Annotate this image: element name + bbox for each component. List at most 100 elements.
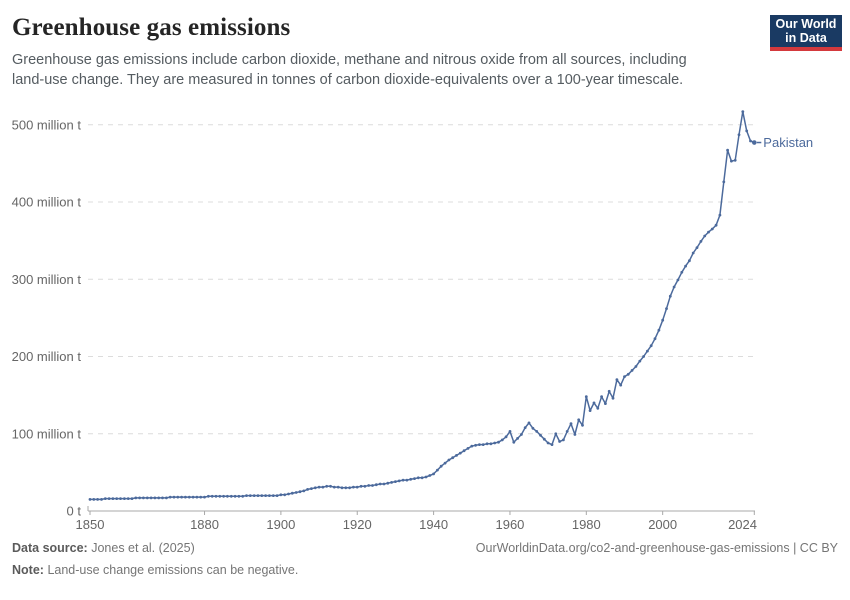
- data-point: [531, 426, 535, 430]
- data-point: [657, 328, 661, 332]
- data-point: [508, 430, 512, 433]
- data-point: [623, 375, 626, 378]
- data-point: [562, 438, 565, 442]
- data-point: [344, 486, 348, 490]
- data-point: [271, 494, 275, 497]
- data-point: [607, 389, 611, 393]
- y-tick-label: 400 million t: [12, 195, 82, 210]
- data-point: [374, 483, 378, 487]
- x-tick-label: 1880: [190, 517, 219, 532]
- chart-canvas[interactable]: 0 t 100 million t 200 million t 300 million…: [0, 100, 850, 540]
- data-point: [390, 481, 393, 484]
- footer-row: Data source: Jones et al. (2025) OurWorl…: [12, 541, 838, 555]
- data-point: [222, 494, 226, 498]
- data-point: [443, 461, 447, 465]
- pakistan-line[interactable]: [89, 110, 756, 501]
- data-point: [187, 495, 191, 499]
- data-point: [619, 383, 623, 387]
- data-point: [481, 443, 485, 446]
- data-point: [474, 443, 477, 447]
- data-point: [584, 395, 588, 399]
- data-point: [726, 148, 729, 152]
- entity-label-pakistan[interactable]: Pakistan: [763, 135, 813, 150]
- data-point: [604, 402, 607, 405]
- footer-note: Note: Land-use change emissions can be n…: [12, 563, 298, 577]
- owid-logo-line2: in Data: [785, 31, 827, 45]
- chart-area[interactable]: 0 t 100 million t 200 million t 300 million…: [0, 100, 850, 540]
- y-tick-label: 300 million t: [12, 272, 82, 287]
- data-point: [611, 396, 615, 400]
- data-point: [153, 496, 157, 500]
- data-point: [428, 474, 432, 477]
- x-tick-label: 2000: [648, 517, 677, 532]
- x-tick-label: 2024: [728, 517, 757, 532]
- data-point: [294, 491, 298, 494]
- data-point: [359, 484, 363, 488]
- data-point: [535, 430, 539, 433]
- data-point: [710, 227, 714, 231]
- data-point: [214, 494, 218, 498]
- data-point: [413, 477, 416, 480]
- page-title: Greenhouse gas emissions: [12, 14, 291, 41]
- x-tick-label: 1960: [495, 517, 524, 532]
- data-point: [489, 442, 493, 446]
- y-tick-label: 500 million t: [12, 117, 82, 132]
- data-point: [275, 494, 279, 497]
- data-point: [394, 480, 397, 483]
- data-point: [352, 485, 355, 489]
- data-point: [458, 451, 462, 455]
- data-point: [340, 486, 344, 490]
- data-point: [520, 433, 523, 436]
- data-point: [581, 423, 584, 427]
- x-tick-label: 1980: [572, 517, 601, 532]
- data-point: [313, 486, 317, 490]
- data-point: [287, 492, 290, 496]
- data-point: [691, 251, 695, 255]
- data-point: [180, 495, 184, 499]
- data-point: [730, 159, 733, 163]
- data-point: [436, 468, 439, 472]
- data-point: [233, 494, 237, 498]
- citation-link[interactable]: OurWorldinData.org/co2-and-greenhouse-ga…: [475, 541, 838, 555]
- data-source: Data source: Jones et al. (2025): [12, 541, 195, 555]
- data-point: [646, 349, 649, 353]
- data-point: [745, 129, 749, 133]
- data-point: [138, 496, 142, 500]
- data-point: [107, 497, 111, 500]
- data-point: [126, 497, 130, 500]
- data-point: [596, 406, 600, 410]
- data-point: [737, 133, 741, 137]
- data-point: [371, 484, 374, 487]
- data-point: [207, 494, 210, 498]
- data-point: [424, 475, 428, 479]
- x-tick-label: 1850: [76, 517, 105, 532]
- data-point: [325, 484, 329, 488]
- y-tick-label: 100 million t: [12, 426, 82, 441]
- data-point: [123, 497, 126, 500]
- data-point: [237, 494, 241, 498]
- data-point: [321, 485, 325, 489]
- data-point: [191, 495, 195, 499]
- data-point: [462, 449, 466, 453]
- data-point: [500, 438, 504, 442]
- data-point: [317, 485, 321, 489]
- data-point: [516, 437, 519, 440]
- data-point: [363, 484, 367, 488]
- data-point: [703, 234, 707, 238]
- data-point: [493, 441, 497, 445]
- owid-logo[interactable]: Our World in Data: [770, 15, 842, 51]
- data-point: [497, 440, 500, 444]
- data-point: [378, 482, 382, 486]
- data-point: [218, 494, 222, 498]
- data-point: [527, 421, 531, 425]
- data-point: [111, 497, 115, 500]
- data-point: [420, 476, 424, 480]
- y-tick-label: 0 t: [67, 504, 82, 519]
- data-point: [103, 497, 107, 500]
- data-point: [100, 498, 103, 501]
- data-point: [149, 496, 153, 500]
- data-point: [680, 270, 684, 274]
- data-point: [157, 496, 161, 500]
- data-point: [588, 409, 592, 412]
